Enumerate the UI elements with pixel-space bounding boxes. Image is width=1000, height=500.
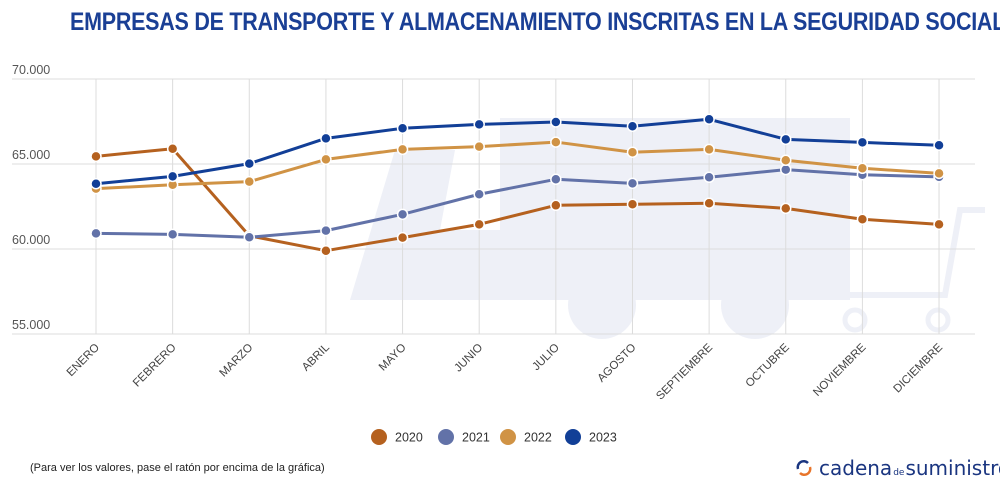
data-point: [780, 133, 792, 146]
series-2020: [90, 142, 945, 257]
series-line: [95, 140, 940, 191]
x-tick-label: AGOSTO: [595, 342, 638, 385]
data-point: [780, 163, 792, 176]
x-tick-label: JULIO: [530, 342, 562, 374]
data-point: [166, 142, 179, 155]
x-tick-label: OCTUBRE: [744, 341, 792, 389]
data-point: [550, 116, 562, 128]
data-point: [396, 143, 409, 156]
data-point: [626, 146, 639, 159]
data-point: [396, 208, 409, 221]
series-2021: [90, 163, 945, 244]
data-point: [703, 143, 715, 156]
legend-marker-2020: [371, 429, 387, 445]
logo-text-suministro: suministro: [905, 456, 1000, 480]
x-tick-label: ENERO: [65, 342, 102, 379]
footnote: (Para ver los valores, pase el ratón por…: [30, 462, 325, 474]
legend-marker-2022: [500, 429, 516, 445]
data-point: [780, 154, 792, 167]
data-point: [626, 120, 639, 133]
data-point: [166, 228, 179, 241]
data-point: [243, 231, 256, 244]
data-point: [550, 199, 562, 212]
data-point: [320, 244, 332, 257]
data-point: [856, 213, 869, 225]
data-point: [396, 231, 409, 244]
data-point: [396, 122, 409, 135]
data-point: [473, 118, 485, 131]
series-line: [95, 117, 940, 186]
data-point: [933, 167, 945, 180]
data-point: [856, 162, 869, 174]
data-point: [703, 171, 715, 184]
chart-title: EMPRESAS DE TRANSPORTE Y ALMACENAMIENTO …: [70, 8, 1000, 36]
data-point: [933, 218, 945, 231]
logo-arrows-icon: [796, 460, 812, 476]
logo-text-cadena: cadena: [819, 456, 893, 480]
data-point: [703, 113, 715, 126]
data-point: [473, 140, 485, 153]
x-tick-label: NOVIEMBRE: [811, 341, 869, 399]
data-point: [933, 139, 945, 152]
watermark-cart-wheel: [925, 307, 951, 333]
data-point: [703, 197, 715, 210]
watermark-wheel: [568, 271, 636, 339]
data-point: [90, 177, 102, 190]
data-point: [320, 132, 332, 145]
data-point: [550, 136, 562, 148]
watermark-cart-wheel: [842, 307, 868, 333]
x-tick-label: DICIEMBRE: [891, 341, 945, 395]
data-point: [166, 170, 179, 183]
data-point: [90, 150, 102, 163]
x-tick-label: ABRIL: [300, 341, 332, 373]
data-point: [320, 224, 332, 237]
data-point: [780, 202, 792, 215]
data-point: [626, 177, 639, 190]
logo: cadena de suministro: [795, 456, 1000, 480]
legend-label-2021: 2021: [462, 431, 490, 445]
data-point: [243, 175, 256, 188]
logo-text-de: de: [893, 468, 905, 478]
y-tick-label: 65.000: [12, 148, 50, 162]
x-tick-label: MARZO: [218, 342, 256, 380]
legend-marker-2021: [438, 429, 454, 445]
data-point: [550, 173, 562, 186]
data-point: [320, 153, 332, 166]
series-2022: [90, 136, 945, 195]
legend-marker-2023: [565, 429, 581, 445]
legend-label-2020: 2020: [395, 431, 423, 445]
data-point: [90, 227, 102, 240]
data-point: [243, 157, 256, 170]
series-2023: [90, 113, 945, 190]
y-tick-label: 55.000: [12, 318, 50, 332]
data-point: [626, 198, 639, 211]
legend-label-2022: 2022: [524, 431, 552, 445]
legend-label-2023: 2023: [589, 431, 617, 445]
series-line: [95, 168, 940, 239]
series-line: [95, 147, 940, 253]
x-tick-label: JUNIO: [452, 342, 485, 375]
x-tick-label: MAYO: [377, 342, 409, 374]
data-point: [473, 218, 485, 231]
x-tick-label: FEBRERO: [131, 342, 179, 390]
x-tick-label: SEPTIEMBRE: [654, 341, 715, 402]
y-tick-label: 70.000: [12, 63, 50, 77]
watermark-wheel: [721, 271, 789, 339]
data-point: [473, 188, 485, 201]
y-tick-label: 60.000: [12, 233, 50, 247]
watermark-cart: [850, 207, 985, 298]
data-point: [856, 136, 869, 149]
